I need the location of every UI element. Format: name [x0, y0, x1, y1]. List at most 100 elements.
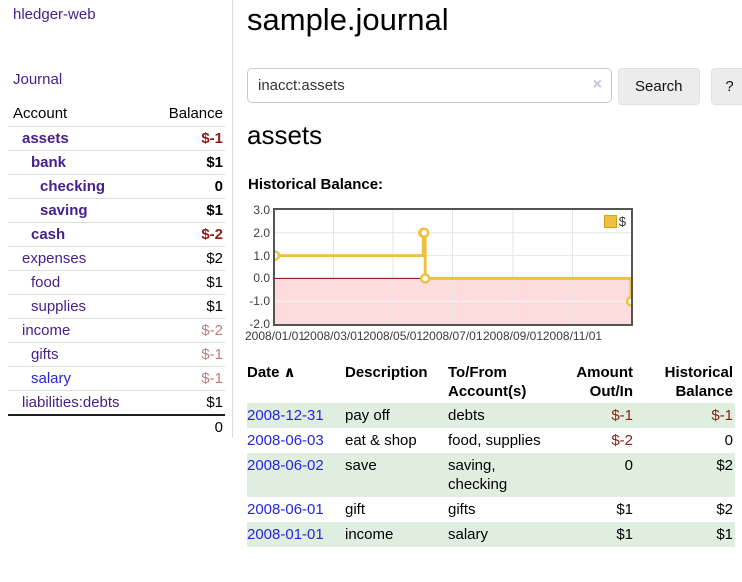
- transaction-amount: 0: [624, 457, 633, 474]
- transaction-accounts: salary: [448, 526, 489, 543]
- account-page-title: assets: [247, 120, 323, 150]
- account-balance: $1: [151, 198, 225, 223]
- account-balance: $-2: [151, 318, 225, 343]
- legend-swatch-icon: [603, 215, 617, 228]
- account-balance: $-1: [151, 126, 225, 151]
- transaction-date-link[interactable]: 2008-12-31: [247, 407, 324, 424]
- y-axis-tick-label: 3.0: [253, 203, 270, 217]
- account-link[interactable]: supplies: [31, 298, 87, 315]
- register-row: 2008-06-02 save saving, checking 0 $2: [247, 453, 735, 497]
- transaction-date-link[interactable]: 2008-06-03: [247, 432, 324, 449]
- account-balance: $1: [151, 294, 225, 319]
- account-row: gifts $-1: [8, 342, 225, 367]
- total-balance: 0: [151, 414, 225, 439]
- register-column-header[interactable]: Date ∧: [247, 364, 296, 381]
- balance-column-header: Balance: [168, 105, 223, 122]
- account-row: income $-2: [8, 318, 225, 343]
- account-link[interactable]: liabilities:debts: [22, 394, 120, 411]
- account-total-row: 0: [8, 414, 225, 439]
- account-balance: $-1: [151, 366, 225, 391]
- transaction-amount: $-2: [611, 432, 633, 449]
- brand-link[interactable]: hledger-web: [13, 6, 96, 23]
- transaction-description: save: [345, 457, 377, 474]
- register-column-header: Amount Out/In: [576, 364, 633, 400]
- transaction-date-link[interactable]: 2008-06-01: [247, 501, 324, 518]
- account-link[interactable]: salary: [31, 370, 72, 387]
- sidebar: hledger-web Journal Account Balance asse…: [0, 0, 233, 439]
- account-row: expenses $2: [8, 246, 225, 271]
- sidebar-item-journal[interactable]: Journal: [13, 71, 63, 88]
- account-link[interactable]: saving: [40, 202, 88, 219]
- search-bar: × Search ?: [247, 68, 742, 105]
- transaction-amount: $1: [616, 526, 633, 543]
- account-balance: $2: [151, 246, 225, 271]
- clear-search-icon[interactable]: ×: [592, 76, 602, 93]
- account-rows: assets $-1 bank $1 checking 0 saving $1 cash $-2 e…: [8, 126, 225, 415]
- register-row: 2008-06-03 eat & shop food, supplies $-2 0: [247, 428, 735, 453]
- x-axis-tick-label: 2008/01/01: [244, 329, 306, 343]
- register-table: Date ∧ Description To/From Account(s) Amount…: [247, 361, 735, 547]
- account-row: saving $1: [8, 198, 225, 223]
- account-balance: $1: [151, 390, 225, 415]
- account-row: cash $-2: [8, 222, 225, 247]
- account-balance-table: Account Balance assets $-1 bank $1 checking 0…: [8, 101, 225, 439]
- y-axis-tick-label: 2.0: [253, 225, 270, 240]
- transaction-description: pay off: [345, 407, 390, 424]
- transaction-balance: $2: [716, 501, 733, 518]
- search-button[interactable]: Search: [618, 68, 700, 105]
- transaction-date-link[interactable]: 2008-06-02: [247, 457, 324, 474]
- y-axis-tick-label: 1.0: [253, 248, 270, 263]
- chart-canvas: [275, 210, 631, 324]
- register-row: 2008-12-31 pay off debts $-1 $-1: [247, 403, 735, 428]
- y-axis-tick-label: 0.0: [253, 271, 270, 286]
- search-input-wrap: ×: [247, 68, 612, 103]
- x-axis-tick-label: 2008/11/01: [542, 329, 603, 343]
- register-row: 2008-01-01 income salary $1 $1: [247, 522, 735, 547]
- transaction-balance: 0: [724, 432, 733, 449]
- account-link[interactable]: expenses: [22, 250, 87, 267]
- x-axis-tick-label: 2008/03/01: [303, 329, 364, 343]
- transaction-balance: $1: [716, 526, 733, 543]
- transaction-balance: $-1: [711, 407, 733, 424]
- register-column-header: Description: [345, 364, 428, 381]
- account-link[interactable]: cash: [31, 226, 66, 243]
- register-column-header: To/From Account(s): [448, 364, 527, 400]
- transaction-amount: $-1: [611, 407, 633, 424]
- account-row: checking 0: [8, 174, 225, 199]
- account-balance: $-2: [151, 222, 225, 247]
- transaction-accounts: gifts: [448, 501, 476, 518]
- y-axis-tick-label: -1.0: [249, 294, 270, 309]
- account-balance: $1: [151, 270, 225, 295]
- legend-label: $: [618, 214, 626, 229]
- account-link[interactable]: food: [31, 274, 61, 291]
- transaction-description: eat & shop: [345, 432, 417, 449]
- transaction-description: income: [345, 526, 394, 543]
- account-link[interactable]: checking: [40, 178, 106, 195]
- account-table-header: Account Balance: [8, 101, 225, 127]
- page-title: sample.journal: [247, 2, 449, 37]
- register-rows: 2008-12-31 pay off debts $-1 $-1 2008-06-03 ea…: [247, 403, 735, 547]
- search-input[interactable]: [247, 68, 612, 103]
- account-row: supplies $1: [8, 294, 225, 319]
- transaction-balance: $2: [716, 457, 733, 474]
- x-axis-tick-label: 2008/07/01: [422, 329, 483, 343]
- account-row: salary $-1: [8, 366, 225, 391]
- account-row: liabilities:debts $1: [8, 390, 225, 415]
- transaction-accounts: debts: [448, 407, 485, 424]
- y-axis-tick-label: -2.0: [249, 317, 270, 331]
- account-link[interactable]: income: [22, 322, 71, 339]
- account-link[interactable]: assets: [22, 130, 69, 147]
- transaction-description: gift: [345, 501, 366, 518]
- historical-balance-chart: $ 3.0 2.0 1.0 0.0 -1.0 -2.0 2008/01/01 2008/03/…: [245, 198, 688, 348]
- transaction-accounts: food, supplies: [448, 432, 541, 449]
- transaction-date-link[interactable]: 2008-01-01: [247, 526, 324, 543]
- chart-title: Historical Balance:: [248, 176, 384, 193]
- help-button[interactable]: ?: [710, 68, 742, 105]
- account-balance: $1: [151, 150, 225, 175]
- register-header-row: Date ∧ Description To/From Account(s) Amount…: [247, 361, 735, 403]
- account-link[interactable]: bank: [31, 154, 67, 171]
- chart-plot-area: $: [273, 208, 633, 326]
- account-link[interactable]: gifts: [31, 346, 59, 363]
- account-balance: 0: [151, 174, 225, 199]
- transaction-accounts: saving, checking: [448, 457, 508, 493]
